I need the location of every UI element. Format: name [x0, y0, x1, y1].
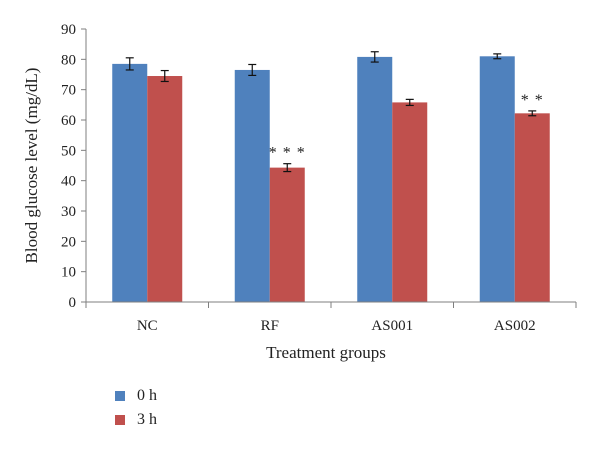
- y-tick-label: 40: [61, 174, 76, 190]
- y-tick-label: 10: [61, 265, 76, 281]
- legend-label-3h: 3 h: [137, 411, 157, 428]
- x-axis-title: Treatment groups: [266, 343, 386, 362]
- bar-as001-0-h: [357, 56, 393, 303]
- legend-swatch-3h: [115, 415, 125, 425]
- axes-layer: 0 10 20 30 40 50 60 70 80 90 NC RF AS001 AS002: [61, 22, 577, 334]
- significance-marker-rf: * * *: [269, 145, 306, 162]
- bar-rf-3-h: [269, 167, 305, 302]
- y-tick-label: 0: [69, 295, 77, 311]
- bar-as002-0-h: [479, 56, 515, 302]
- y-tick-label: 90: [61, 22, 76, 38]
- bar-chart: * * * * * 0 10 20 30 40 50 60 70 80 90 NC RF AS001 AS0…: [22, 22, 577, 362]
- y-axis-title: Blood glucose level (mg/dL): [22, 68, 41, 264]
- y-tick-label: 20: [61, 234, 76, 250]
- y-tick-label: 60: [61, 113, 76, 129]
- legend-label-0h: 0 h: [137, 387, 157, 404]
- bar-rf-0-h: [234, 69, 270, 302]
- legend-item-0h: 0 h: [115, 384, 157, 408]
- significance-marker-as002: * *: [521, 92, 544, 109]
- bars-layer: * * * * *: [112, 51, 550, 303]
- bar-nc-0-h: [112, 63, 148, 303]
- x-tick-label-nc: NC: [137, 318, 158, 334]
- legend-swatch-0h: [115, 391, 125, 401]
- legend-item-3h: 3 h: [115, 408, 157, 432]
- y-tick-label: 50: [61, 143, 76, 159]
- x-tick-label-as002: AS002: [494, 318, 536, 334]
- y-tick-label: 80: [61, 52, 76, 68]
- y-tick-label: 30: [61, 204, 76, 220]
- bar-nc-3-h: [147, 76, 183, 303]
- legend: 0 h 3 h: [115, 384, 157, 432]
- y-tick-label: 70: [61, 83, 76, 99]
- x-tick-label-as001: AS001: [371, 318, 413, 334]
- bar-as002-3-h: [514, 113, 550, 303]
- bar-as001-3-h: [392, 102, 428, 302]
- x-tick-label-rf: RF: [261, 318, 279, 334]
